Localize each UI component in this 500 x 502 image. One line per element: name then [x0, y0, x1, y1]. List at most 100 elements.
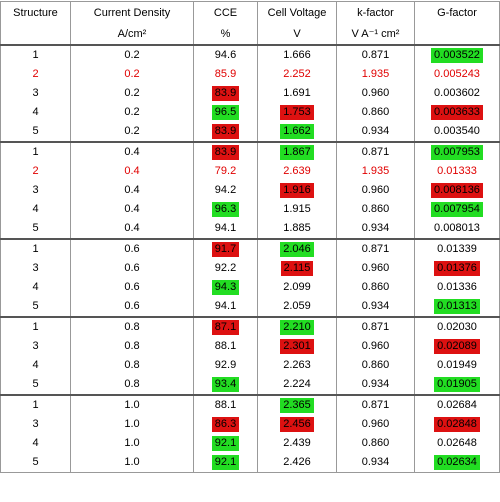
table-cell: 2.252	[257, 65, 337, 84]
table-cell: 1.916	[257, 181, 337, 200]
table-cell: 0.01333	[414, 162, 500, 181]
cell-text: 5	[32, 378, 39, 390]
table-cell: 3	[0, 415, 71, 434]
table-cell: 1	[0, 142, 71, 162]
highlighted-cell-text: 0.01313	[434, 299, 480, 314]
cell-text: 0.8	[124, 378, 140, 390]
table-cell: 0.871	[336, 395, 415, 415]
data-row: 1 0.8 87.1 2.210 0.871 0.02030	[0, 317, 500, 337]
cell-text: 94.2	[214, 184, 237, 196]
cell-text: 0.003540	[434, 125, 480, 137]
cell-text: 0.02030	[437, 321, 477, 333]
unit-label: V A⁻¹ cm²	[351, 28, 400, 40]
column-name: Structure	[13, 6, 58, 19]
highlighted-cell-text: 83.9	[211, 124, 240, 139]
table-cell: 1.867	[257, 142, 337, 162]
data-row: 4 0.6 94.3 2.099 0.860 0.01336	[0, 278, 500, 297]
cell-text: 0.008013	[434, 222, 480, 234]
table-cell: 0.02634	[414, 453, 500, 473]
table-cell: 2.426	[257, 453, 337, 473]
table-cell: 0.960	[336, 259, 415, 278]
cell-text: 1.666	[283, 49, 311, 61]
table-cell: 0.960	[336, 181, 415, 200]
table-cell: 0.960	[336, 84, 415, 103]
row-group: 1 0.4 83.9 1.867 0.871 0.007953 2 0.4 79.2 2.639 1…	[0, 142, 500, 239]
table-cell: 0.008013	[414, 219, 500, 239]
cell-text: 88.1	[214, 340, 237, 352]
highlighted-cell-text: 83.9	[211, 145, 240, 160]
cell-text: 0.6	[124, 243, 140, 255]
table-cell: 3	[0, 181, 71, 200]
highlighted-cell-text: 86.3	[211, 417, 240, 432]
table-cell: 2.210	[257, 317, 337, 337]
data-row: 5 1.0 92.1 2.426 0.934 0.02634	[0, 453, 500, 473]
table-cell: 2.365	[257, 395, 337, 415]
table-cell: 1.0	[70, 395, 194, 415]
table-cell: 2.439	[257, 434, 337, 453]
table-cell: 4	[0, 434, 71, 453]
cell-text: 5	[32, 222, 39, 234]
highlighted-cell-text: 1.753	[280, 105, 314, 120]
cell-text: 0.8	[124, 321, 140, 333]
table-cell: 1	[0, 239, 71, 259]
highlighted-cell-text: 2.115	[280, 261, 314, 276]
table-cell: 94.3	[193, 278, 258, 297]
column-unit: V	[257, 23, 337, 46]
table-cell: 0.2	[70, 122, 194, 142]
cell-text: 0.860	[361, 106, 390, 118]
cell-text: 0.02648	[437, 437, 477, 449]
highlighted-cell-text: 0.008136	[431, 183, 483, 198]
table-cell: 1.935	[336, 162, 415, 181]
table-cell: 83.9	[193, 142, 258, 162]
cell-text: 0.960	[361, 184, 390, 196]
table-cell: 0.2	[70, 65, 194, 84]
table-cell: 0.860	[336, 200, 415, 219]
table-cell: 0.007954	[414, 200, 500, 219]
cell-text: 2.639	[283, 165, 311, 177]
cell-text: 0.6	[124, 300, 140, 312]
data-row: 5 0.8 93.4 2.224 0.934 0.01905	[0, 375, 500, 395]
table-cell: 1.915	[257, 200, 337, 219]
table-cell: 0.02684	[414, 395, 500, 415]
highlighted-cell-text: 87.1	[211, 320, 240, 335]
table-cell: 88.1	[193, 395, 258, 415]
table-cell: 0.02848	[414, 415, 500, 434]
cell-text: 2.224	[283, 378, 311, 390]
cell-text: 0.6	[124, 262, 140, 274]
cell-text: 0.960	[361, 418, 390, 430]
highlighted-cell-text: 94.3	[211, 280, 240, 295]
table-cell: 0.6	[70, 259, 194, 278]
cell-text: 0.2	[124, 125, 140, 137]
cell-text: 0.934	[361, 456, 390, 468]
data-row: 5 0.2 83.9 1.662 0.934 0.003540	[0, 122, 500, 142]
table-cell: 0.6	[70, 297, 194, 317]
table-cell: 1.753	[257, 103, 337, 122]
table-cell: 0.01949	[414, 356, 500, 375]
highlighted-cell-text: 0.01905	[434, 377, 480, 392]
cell-text: 4	[32, 281, 39, 293]
table-cell: 1.0	[70, 434, 194, 453]
cell-text: 0.2	[124, 49, 140, 61]
data-row: 5 0.4 94.1 1.885 0.934 0.008013	[0, 219, 500, 239]
table-cell: 5	[0, 453, 71, 473]
table-cell: 0.934	[336, 219, 415, 239]
highlighted-cell-text: 0.02089	[434, 339, 480, 354]
cell-text: 92.9	[214, 359, 237, 371]
table-cell: 1.691	[257, 84, 337, 103]
highlighted-cell-text: 0.003522	[431, 48, 483, 63]
cell-text: 0.860	[361, 359, 390, 371]
table-cell: 0.02089	[414, 337, 500, 356]
table-cell: 94.6	[193, 45, 258, 65]
table-cell: 0.934	[336, 375, 415, 395]
table-cell: 0.003522	[414, 45, 500, 65]
cell-text: 0.005243	[434, 68, 480, 80]
highlighted-cell-text: 0.003633	[431, 105, 483, 120]
table-cell: 0.6	[70, 239, 194, 259]
data-row: 5 0.6 94.1 2.059 0.934 0.01313	[0, 297, 500, 317]
cell-text: 0.01339	[437, 243, 477, 255]
table-cell: 2	[0, 65, 71, 84]
cell-text: 4	[32, 203, 39, 215]
cell-text: 1	[32, 399, 39, 411]
table-cell: 0.934	[336, 453, 415, 473]
